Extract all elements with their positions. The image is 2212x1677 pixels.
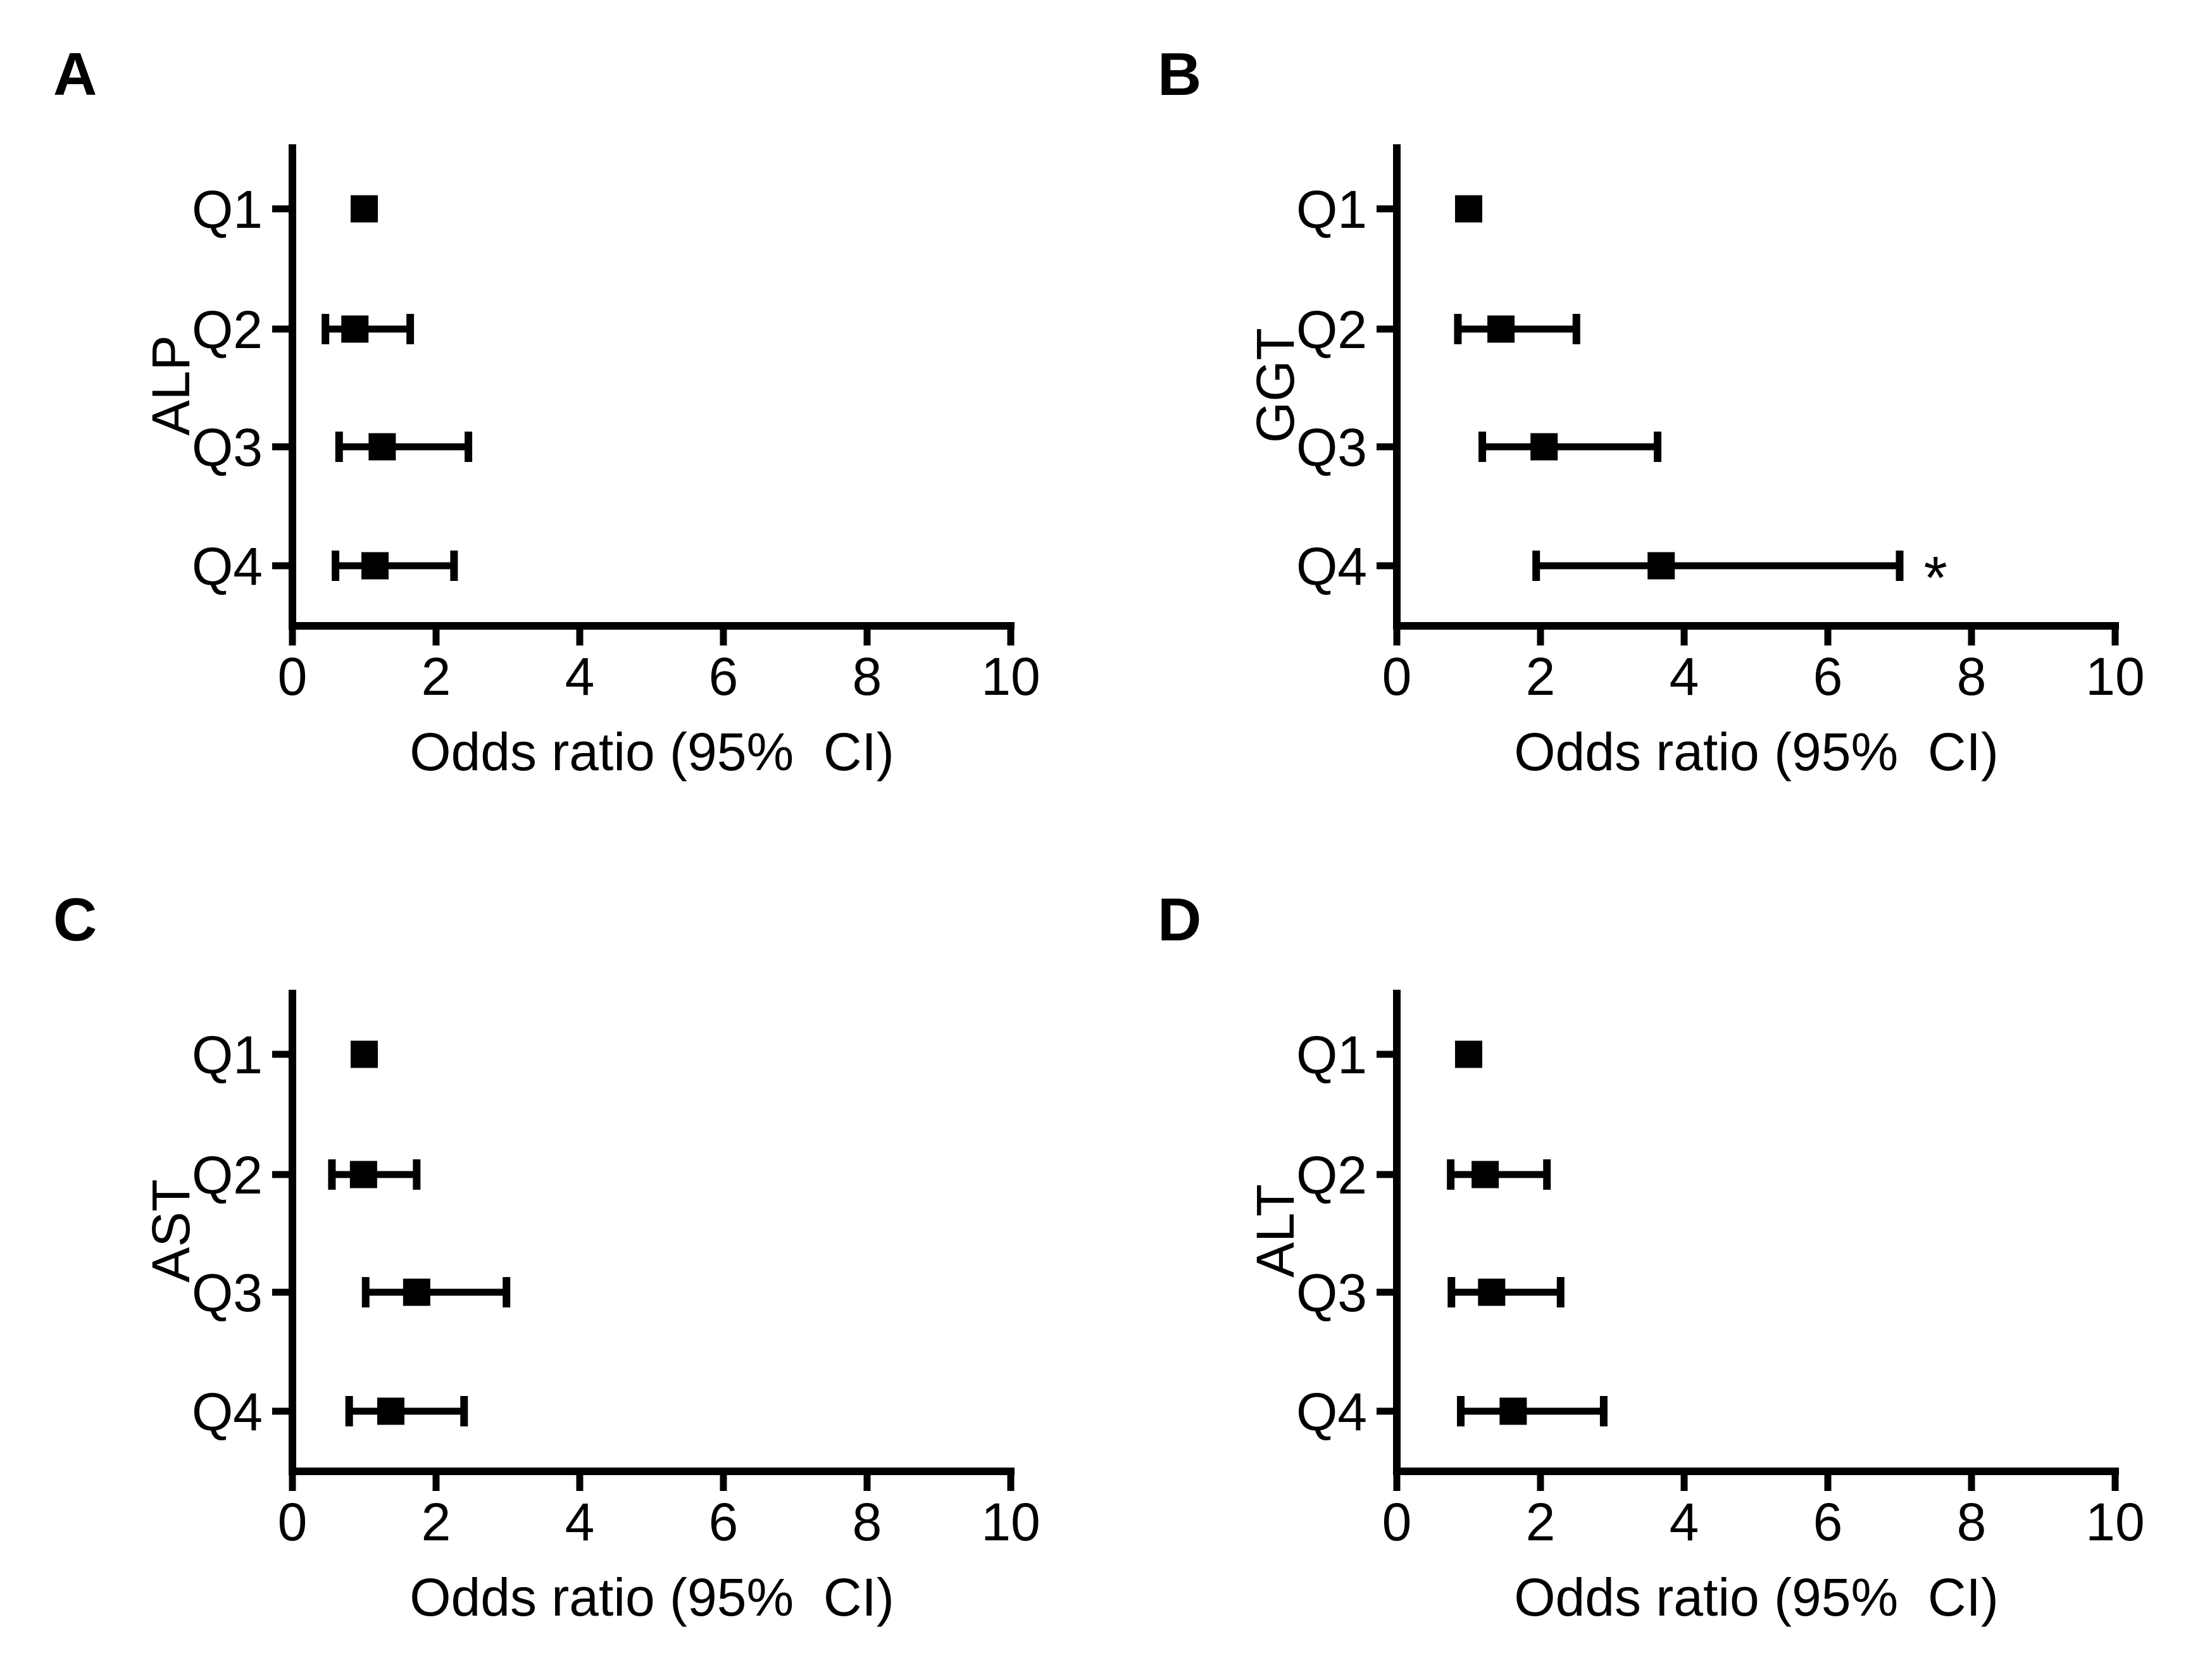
x-tick-label-alp-4: 4 <box>565 647 595 706</box>
x-tick-label-ggt-4: 4 <box>1670 647 1699 706</box>
x-tick-label-alp-8: 8 <box>853 647 882 706</box>
x-tick-label-alp-2: 2 <box>422 647 451 706</box>
or-marker-alt-Q4 <box>1499 1397 1527 1425</box>
x-tick-label-ggt-0: 0 <box>1382 647 1412 706</box>
x-tick-label-ast-6: 6 <box>709 1492 739 1552</box>
x-tick-label-ggt-8: 8 <box>1957 647 1987 706</box>
panel-d: D ALT 0 2 4 6 8 10 Q1 Q2 Q3 Q4 Odds ratio (95% CI… <box>1104 845 2212 1668</box>
category-label-ast-Q3: Q3 <box>192 1263 263 1323</box>
or-marker-alt-Q3 <box>1478 1278 1506 1306</box>
panel-a: A ALP 0 2 4 6 8 10 Q1 Q2 Q3 Q4 Odds ratio (95% CI… <box>0 0 1108 823</box>
panel-label-d: D <box>1158 886 1202 954</box>
x-tick-label-alp-6: 6 <box>709 647 739 706</box>
or-marker-ast-Q3 <box>403 1278 430 1306</box>
category-label-alt-Q2: Q2 <box>1296 1145 1367 1205</box>
x-tick-label-alt-6: 6 <box>1813 1492 1843 1552</box>
category-label-ast-Q1: Q1 <box>192 1025 263 1085</box>
x-axis-label-b: Odds ratio (95% CI) <box>1514 722 1999 782</box>
x-axis-label-c: Odds ratio (95% CI) <box>409 1568 894 1627</box>
panel-b: B GGT 0 2 4 6 8 10 Q1 Q2 Q3 Q4 * Odds ratio (95% C… <box>1104 0 2212 823</box>
category-label-ggt-Q3: Q3 <box>1296 418 1367 477</box>
x-tick-label-alt-2: 2 <box>1526 1492 1556 1552</box>
or-marker-alp-Q1 <box>351 195 378 223</box>
x-axis-label-d: Odds ratio (95% CI) <box>1514 1568 1999 1627</box>
panel-label-c: C <box>53 886 97 954</box>
forest-plot-alt: 0 2 4 6 8 10 Q1 Q2 Q3 Q4 <box>1296 990 2145 1552</box>
significance-asterisk-ggt-Q4: * <box>1924 544 1947 612</box>
category-label-ggt-Q1: Q1 <box>1296 180 1367 239</box>
x-tick-label-ggt-10: 10 <box>2085 647 2144 706</box>
forest-plot-ast: 0 2 4 6 8 10 Q1 Q2 Q3 Q4 <box>192 990 1040 1552</box>
or-marker-alp-Q4 <box>361 552 389 580</box>
x-tick-label-alp-0: 0 <box>278 647 308 706</box>
x-tick-label-ast-8: 8 <box>853 1492 882 1552</box>
or-marker-ggt-Q4 <box>1647 552 1675 580</box>
or-marker-alp-Q3 <box>368 433 396 461</box>
x-tick-label-alt-4: 4 <box>1670 1492 1699 1552</box>
x-tick-label-ggt-2: 2 <box>1526 647 1556 706</box>
category-label-alt-Q4: Q4 <box>1296 1382 1367 1442</box>
or-marker-ast-Q1 <box>351 1040 378 1068</box>
category-label-alp-Q3: Q3 <box>192 418 263 477</box>
or-marker-alp-Q2 <box>341 315 369 343</box>
forest-plot-ggt: 0 2 4 6 8 10 Q1 Q2 Q3 Q4 * <box>1296 144 2145 706</box>
x-tick-label-ast-4: 4 <box>565 1492 595 1552</box>
category-label-alt-Q3: Q3 <box>1296 1263 1367 1323</box>
or-marker-ggt-Q3 <box>1530 433 1558 461</box>
panel-label-a: A <box>53 41 97 108</box>
category-label-alp-Q1: Q1 <box>192 180 263 239</box>
or-marker-ggt-Q2 <box>1487 315 1515 343</box>
category-label-ggt-Q4: Q4 <box>1296 537 1367 596</box>
or-marker-alt-Q2 <box>1472 1161 1499 1188</box>
or-marker-ast-Q4 <box>377 1397 404 1425</box>
x-tick-label-ast-10: 10 <box>981 1492 1040 1552</box>
panel-c: C AST 0 2 4 6 8 10 Q1 Q2 Q3 Q4 Odds ratio (95% CI… <box>0 845 1108 1668</box>
x-tick-label-ast-2: 2 <box>422 1492 451 1552</box>
x-axis-label-a: Odds ratio (95% CI) <box>409 722 894 782</box>
or-marker-alt-Q1 <box>1455 1040 1482 1068</box>
forest-plot-alp: 0 2 4 6 8 10 Q1 Q2 Q3 Q4 <box>192 144 1040 706</box>
category-label-alt-Q1: Q1 <box>1296 1025 1367 1085</box>
category-label-alp-Q4: Q4 <box>192 537 263 596</box>
x-tick-label-alp-10: 10 <box>981 647 1040 706</box>
x-tick-label-ast-0: 0 <box>278 1492 308 1552</box>
x-tick-label-ggt-6: 6 <box>1813 647 1843 706</box>
or-marker-ast-Q2 <box>349 1161 377 1188</box>
category-label-ast-Q4: Q4 <box>192 1382 263 1442</box>
x-tick-label-alt-0: 0 <box>1382 1492 1412 1552</box>
category-label-alp-Q2: Q2 <box>192 300 263 359</box>
x-tick-label-alt-10: 10 <box>2085 1492 2144 1552</box>
x-tick-label-alt-8: 8 <box>1957 1492 1987 1552</box>
category-label-ggt-Q2: Q2 <box>1296 300 1367 359</box>
category-label-ast-Q2: Q2 <box>192 1145 263 1205</box>
panel-label-b: B <box>1158 41 1202 108</box>
or-marker-ggt-Q1 <box>1455 195 1482 223</box>
